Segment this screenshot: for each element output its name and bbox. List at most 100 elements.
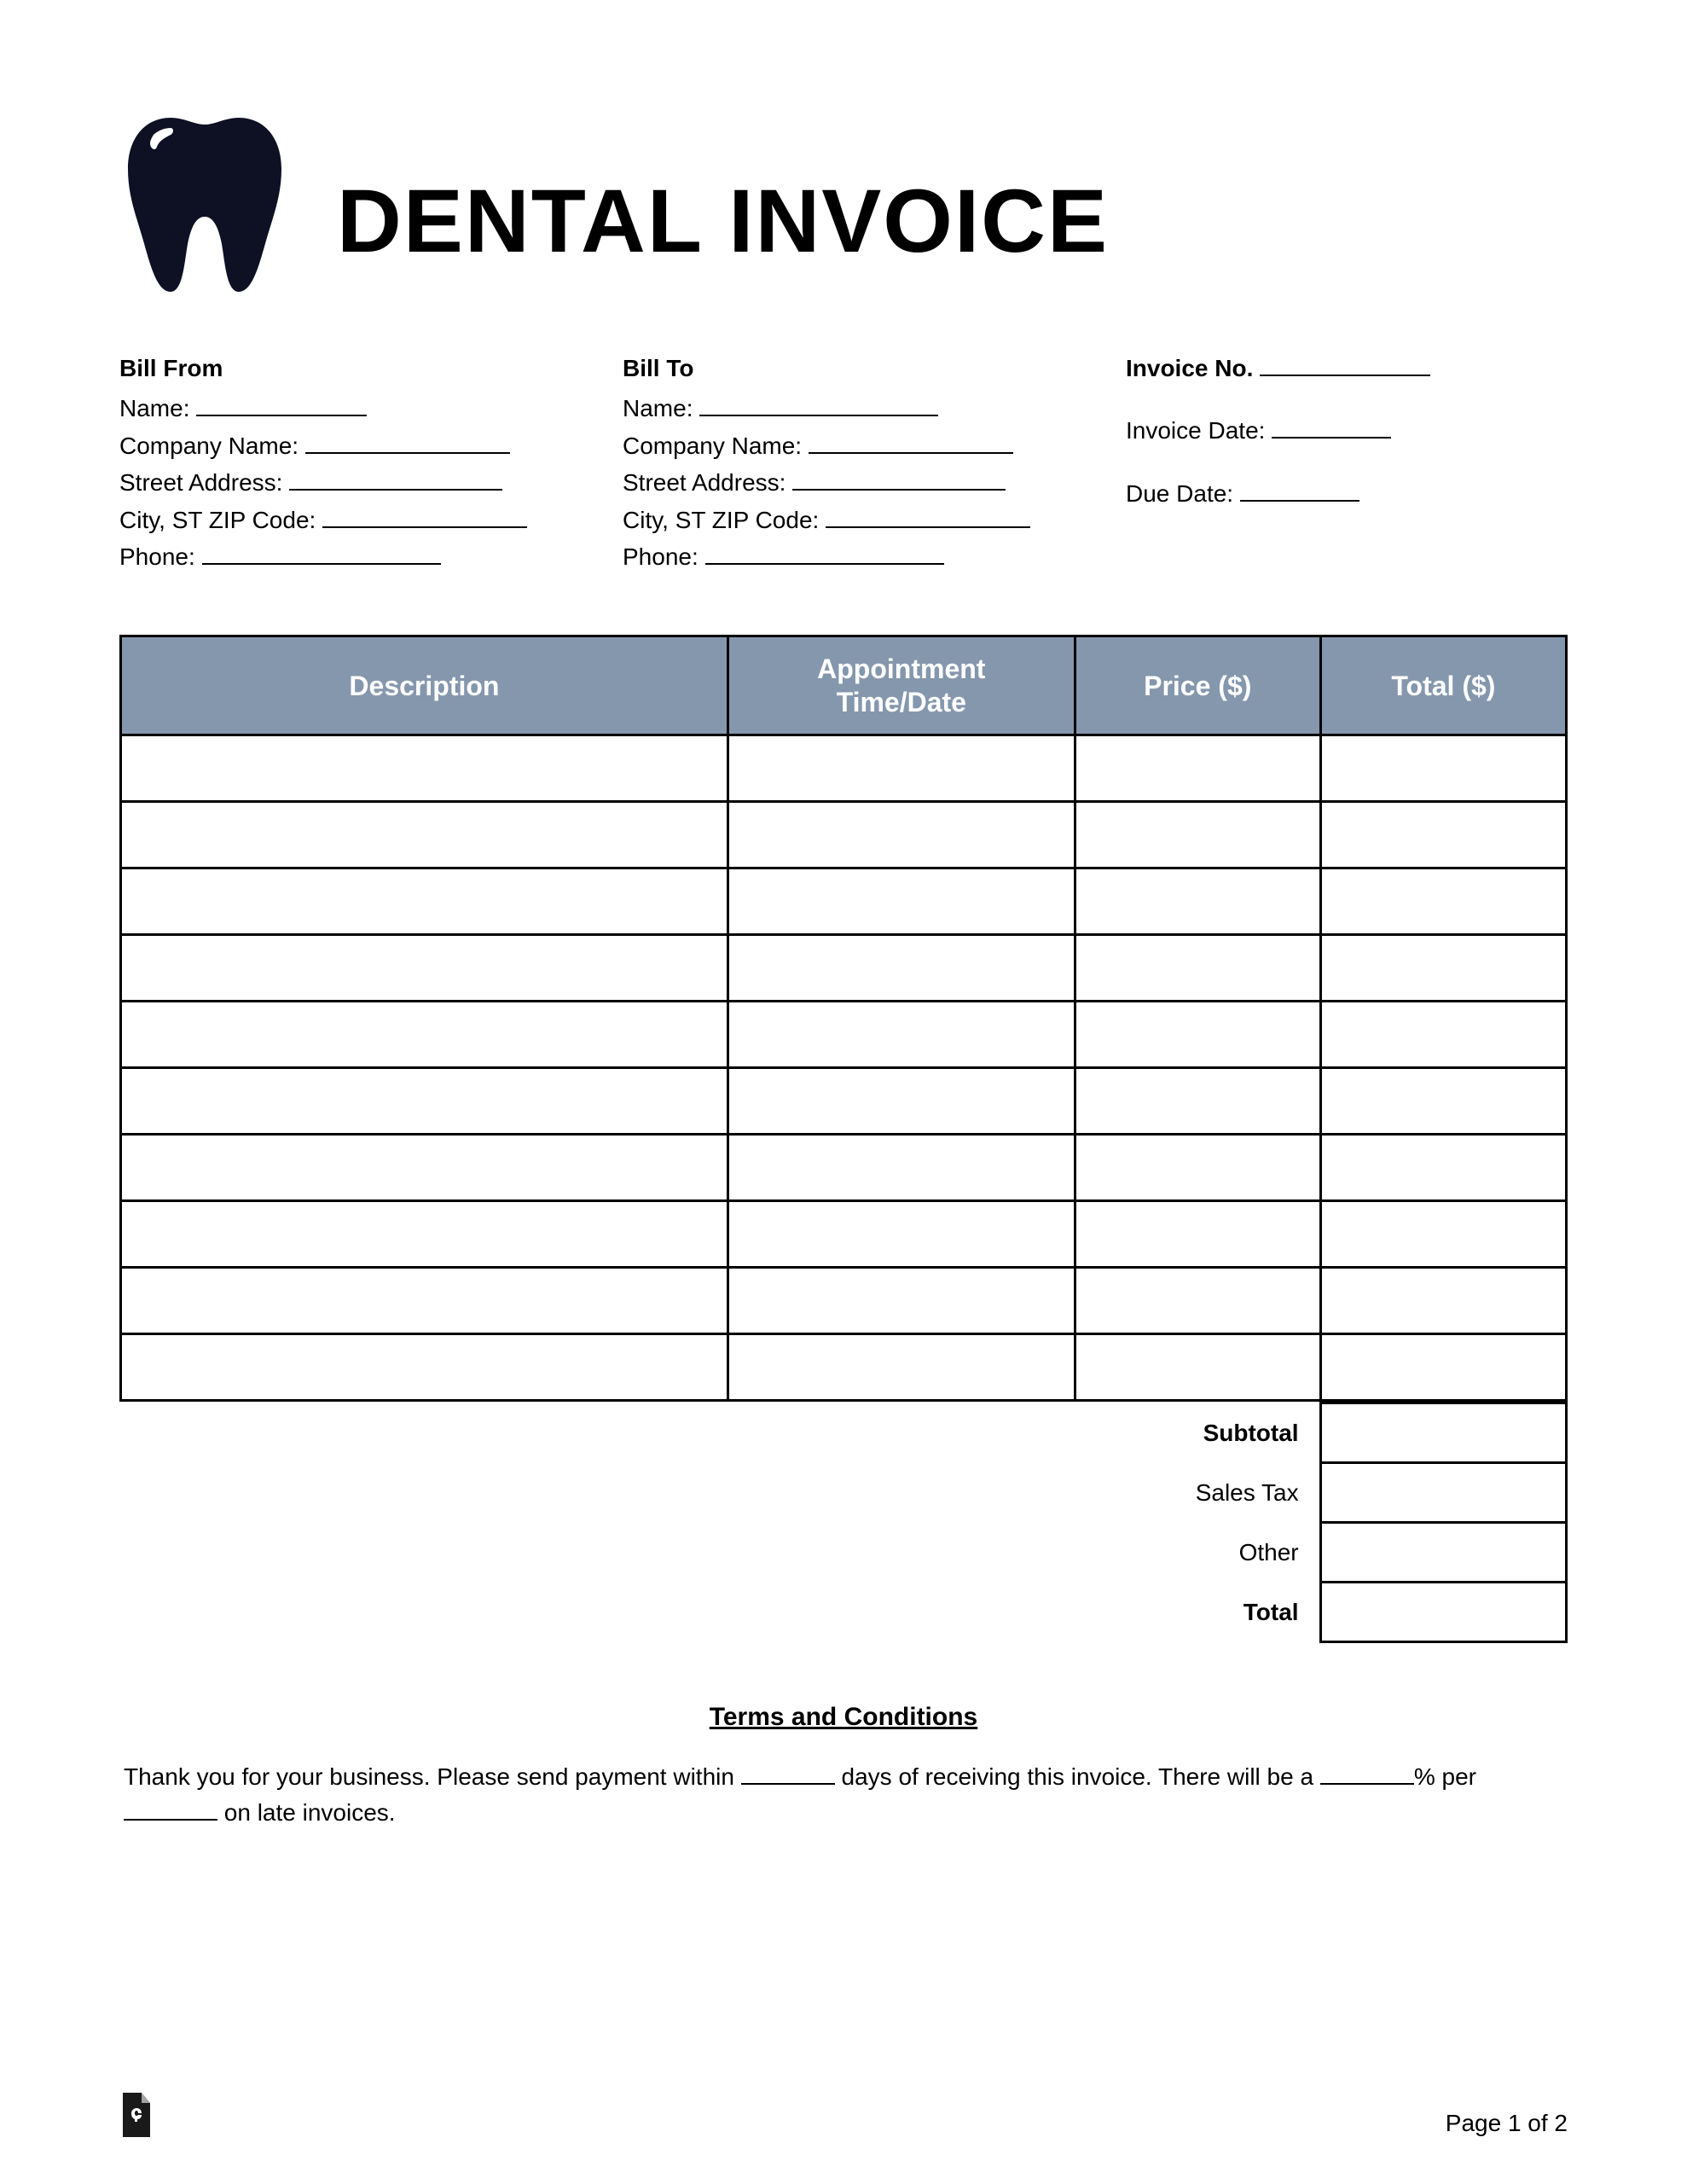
table-cell[interactable] — [1320, 1268, 1566, 1334]
table-cell[interactable] — [728, 802, 1075, 868]
table-cell[interactable] — [121, 1334, 728, 1401]
table-cell[interactable] — [1075, 1002, 1320, 1068]
invoice-date-field[interactable] — [1272, 413, 1391, 439]
bill-to-city: City, ST ZIP Code: — [623, 502, 1058, 538]
table-cell[interactable] — [1320, 1068, 1566, 1135]
total-label: Total — [119, 1583, 1320, 1642]
table-cell[interactable] — [121, 1002, 728, 1068]
terms-days-field[interactable] — [741, 1761, 835, 1785]
bill-to-street: Street Address: — [623, 464, 1058, 501]
bill-to-heading: Bill To — [623, 350, 1058, 386]
terms-per-field[interactable] — [124, 1797, 217, 1821]
salestax-label: Sales Tax — [119, 1463, 1320, 1523]
bill-from-phone: Phone: — [119, 538, 554, 575]
bill-from-street: Street Address: — [119, 464, 554, 501]
table-cell[interactable] — [1075, 868, 1320, 935]
terms-heading: Terms and Conditions — [119, 1703, 1568, 1732]
table-cell[interactable] — [1075, 1201, 1320, 1268]
bill-from-phone-field[interactable] — [202, 538, 441, 565]
table-cell[interactable] — [121, 1268, 728, 1334]
table-row — [121, 735, 1567, 802]
bill-from-name: Name: — [119, 390, 554, 427]
col-price: Price ($) — [1075, 636, 1320, 735]
other-value[interactable] — [1320, 1523, 1566, 1583]
bill-from-street-field[interactable] — [289, 464, 502, 491]
salestax-value[interactable] — [1320, 1463, 1566, 1523]
invoice-no-field[interactable] — [1260, 350, 1430, 376]
col-appointment: AppointmentTime/Date — [728, 636, 1075, 735]
table-row — [121, 1334, 1567, 1401]
table-cell[interactable] — [728, 1002, 1075, 1068]
bill-to-block: Bill To Name: Company Name: Street Addre… — [623, 350, 1058, 575]
table-cell[interactable] — [1075, 735, 1320, 802]
table-cell[interactable] — [728, 735, 1075, 802]
table-cell[interactable] — [1320, 1002, 1566, 1068]
invoice-page: DENTAL INVOICE Bill From Name: Company N… — [0, 0, 1687, 2184]
table-cell[interactable] — [1075, 1334, 1320, 1401]
table-cell[interactable] — [121, 735, 728, 802]
bill-from-block: Bill From Name: Company Name: Street Add… — [119, 350, 554, 575]
table-cell[interactable] — [121, 935, 728, 1002]
bill-from-company-field[interactable] — [305, 427, 510, 454]
line-items-body — [121, 735, 1567, 1401]
table-cell[interactable] — [728, 1268, 1075, 1334]
table-cell[interactable] — [1075, 802, 1320, 868]
page-number: Page 1 of 2 — [1446, 2110, 1568, 2137]
table-row — [121, 1201, 1567, 1268]
table-cell[interactable] — [1075, 1068, 1320, 1135]
table-cell[interactable] — [728, 868, 1075, 935]
summary-table: Subtotal Sales Tax Other Total — [119, 1402, 1568, 1643]
bill-to-city-field[interactable] — [826, 502, 1030, 528]
bill-from-heading: Bill From — [119, 350, 554, 386]
table-cell[interactable] — [1075, 935, 1320, 1002]
table-cell[interactable] — [1320, 1135, 1566, 1201]
table-cell[interactable] — [1320, 802, 1566, 868]
other-label: Other — [119, 1523, 1320, 1583]
due-date-line: Due Date: — [1126, 475, 1493, 512]
bill-to-name: Name: — [623, 390, 1058, 427]
col-total: Total ($) — [1320, 636, 1566, 735]
due-date-field[interactable] — [1240, 475, 1359, 502]
table-cell[interactable] — [1320, 1201, 1566, 1268]
table-cell[interactable] — [1320, 1334, 1566, 1401]
table-cell[interactable] — [1320, 935, 1566, 1002]
table-cell[interactable] — [121, 1068, 728, 1135]
terms-percent-field[interactable] — [1320, 1761, 1414, 1785]
invoice-date-line: Invoice Date: — [1126, 412, 1493, 449]
table-cell[interactable] — [1075, 1135, 1320, 1201]
total-value[interactable] — [1320, 1583, 1566, 1642]
table-cell[interactable] — [121, 802, 728, 868]
table-cell[interactable] — [121, 868, 728, 935]
table-row — [121, 1268, 1567, 1334]
table-row — [121, 1002, 1567, 1068]
table-row — [121, 1068, 1567, 1135]
subtotal-value[interactable] — [1320, 1403, 1566, 1463]
bill-to-company-field[interactable] — [809, 427, 1013, 454]
table-cell[interactable] — [728, 1334, 1075, 1401]
bill-from-city-field[interactable] — [322, 502, 527, 528]
table-cell[interactable] — [1320, 868, 1566, 935]
table-cell[interactable] — [728, 935, 1075, 1002]
table-cell[interactable] — [121, 1201, 728, 1268]
invoice-no-line: Invoice No. — [1126, 350, 1493, 386]
bill-from-city: City, ST ZIP Code: — [119, 502, 554, 538]
table-cell[interactable] — [1320, 735, 1566, 802]
table-cell[interactable] — [728, 1201, 1075, 1268]
bill-to-company: Company Name: — [623, 427, 1058, 464]
tooth-icon — [119, 111, 290, 299]
table-cell[interactable] — [121, 1135, 728, 1201]
bill-to-phone: Phone: — [623, 538, 1058, 575]
col-appointment-l2: Time/Date — [837, 687, 966, 717]
table-cell[interactable] — [728, 1135, 1075, 1201]
table-cell[interactable] — [728, 1068, 1075, 1135]
line-items-table-wrap: Description AppointmentTime/Date Price (… — [119, 635, 1568, 1643]
subtotal-label: Subtotal — [119, 1403, 1320, 1463]
bill-to-phone-field[interactable] — [705, 538, 944, 565]
page-title: DENTAL INVOICE — [337, 171, 1109, 273]
table-row — [121, 1135, 1567, 1201]
bill-from-name-field[interactable] — [196, 391, 367, 417]
info-row: Bill From Name: Company Name: Street Add… — [119, 350, 1568, 575]
bill-to-street-field[interactable] — [792, 464, 1006, 491]
table-cell[interactable] — [1075, 1268, 1320, 1334]
bill-to-name-field[interactable] — [699, 391, 938, 417]
